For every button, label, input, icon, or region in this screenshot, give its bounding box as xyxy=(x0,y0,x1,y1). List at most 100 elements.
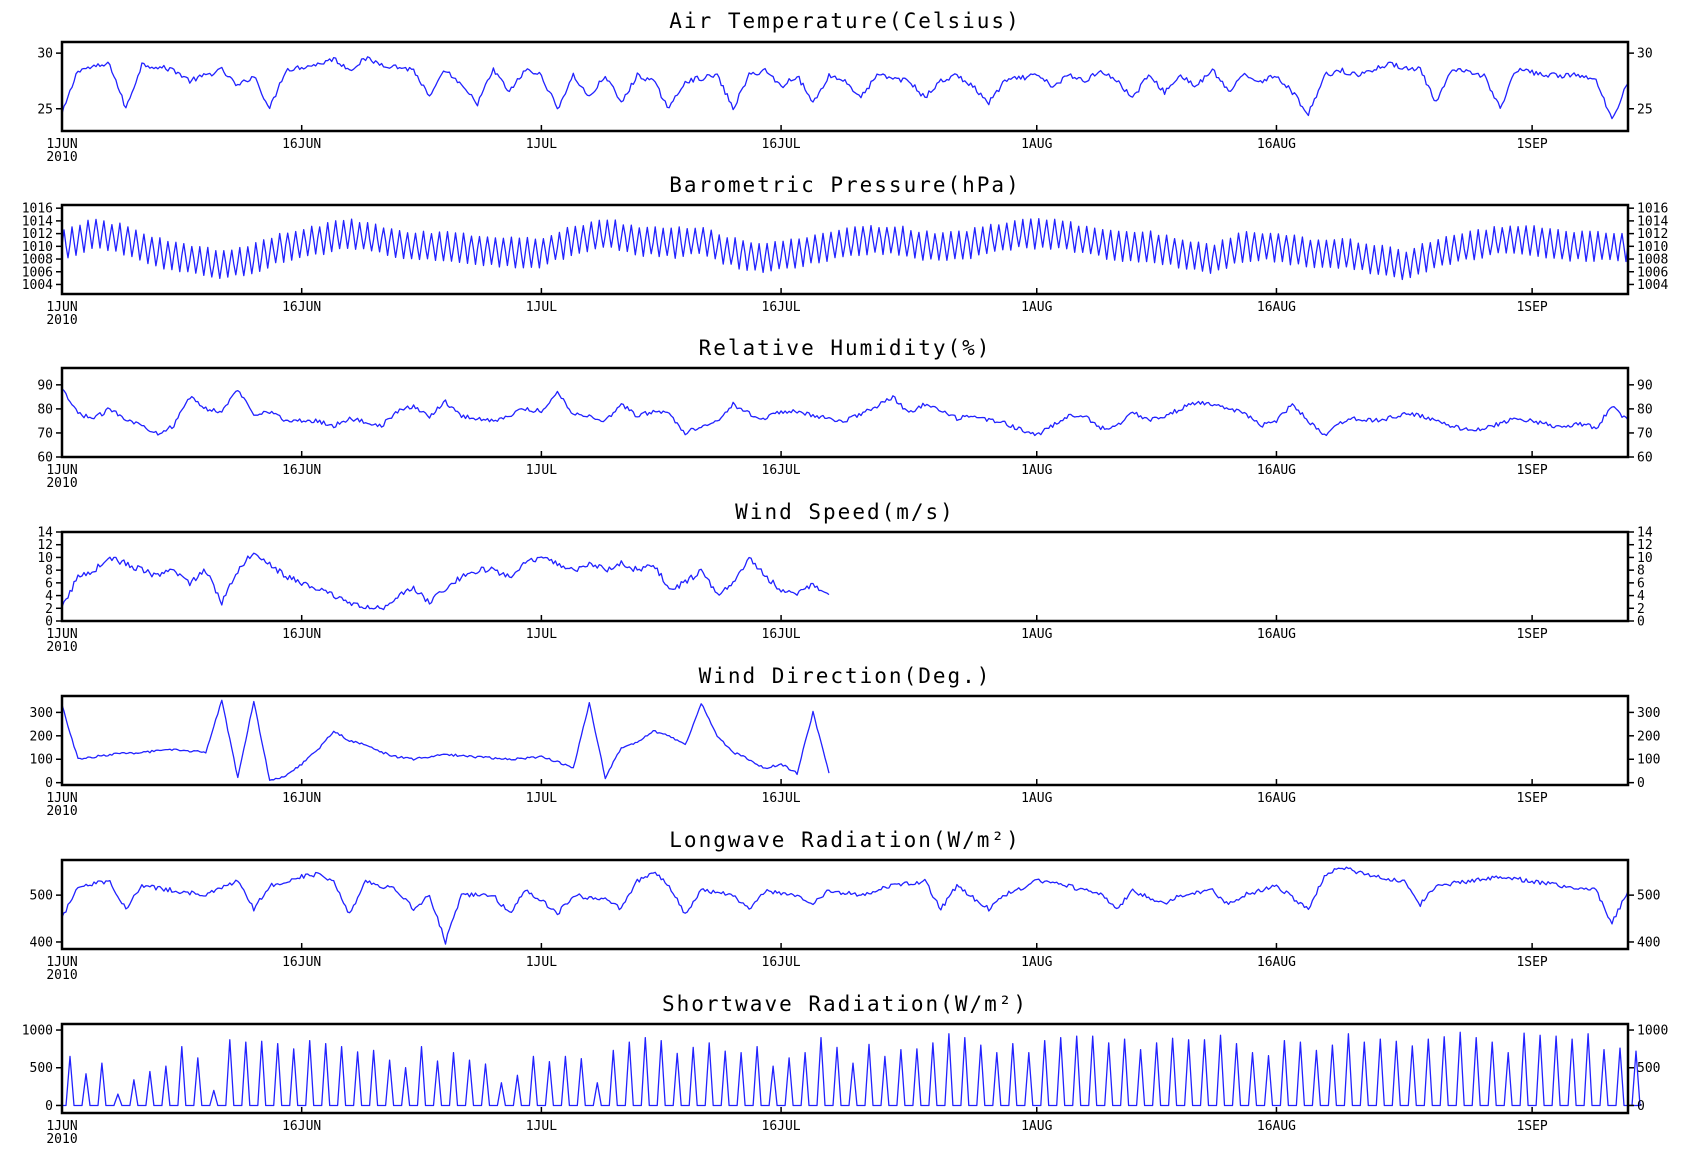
longwave-radiation-xtick-label: 1JUN xyxy=(46,955,77,970)
relative-humidity-ytick-label-left: 70 xyxy=(37,426,53,441)
wind-speed-ytick-label-right: 14 xyxy=(1637,526,1653,541)
wind-speed-xtick-label: 16AUG xyxy=(1257,627,1296,642)
barometric-pressure-title: Barometric Pressure(hPa) xyxy=(669,173,1020,197)
barometric-pressure-xtick-label: 16JUL xyxy=(762,300,801,315)
wind-speed-xtick-label: 1SEP xyxy=(1516,627,1547,642)
air-temperature-ytick-label-left: 30 xyxy=(37,47,53,62)
longwave-radiation-ytick-label-right: 400 xyxy=(1637,935,1660,950)
relative-humidity-panel: Relative Humidity(%) 60 60 70 70 80 80 90 90 1JUN… xyxy=(37,336,1652,491)
wind-direction-xtick-label: 16AUG xyxy=(1257,791,1296,806)
wind-direction-xtick-label: 16JUL xyxy=(762,791,801,806)
barometric-pressure-ytick-label-left: 1016 xyxy=(22,202,53,217)
wind-speed-plot-frame xyxy=(60,530,1630,623)
longwave-radiation-xtick-year: 2010 xyxy=(46,968,77,983)
relative-humidity-xtick-label: 1SEP xyxy=(1516,463,1547,478)
wind-speed-xtick-label: 16JUN xyxy=(282,627,321,642)
relative-humidity-series-line xyxy=(61,388,1629,437)
relative-humidity-ytick-label-left: 90 xyxy=(37,378,53,393)
wind-direction-xtick-year: 2010 xyxy=(46,804,77,819)
air-temperature-xtick-label: 1SEP xyxy=(1516,137,1547,152)
wind-direction-ytick-label-right: 0 xyxy=(1637,776,1645,791)
shortwave-radiation-xtick-label: 16AUG xyxy=(1257,1119,1296,1134)
barometric-pressure-xtick-label: 16AUG xyxy=(1257,300,1296,315)
air-temperature-xtick-label: 16JUN xyxy=(282,137,321,152)
longwave-radiation-series-line xyxy=(61,866,1629,945)
relative-humidity-ytick-label-right: 80 xyxy=(1637,402,1653,417)
wind-direction-xtick-label: 1JUL xyxy=(526,791,557,806)
relative-humidity-ytick-label-right: 70 xyxy=(1637,426,1653,441)
barometric-pressure-ytick-label-left: 1004 xyxy=(22,278,53,293)
wind-speed-xtick-label: 1AUG xyxy=(1021,627,1052,642)
relative-humidity-ytick-label-right: 90 xyxy=(1637,378,1653,393)
air-temperature-series-line xyxy=(61,56,1629,120)
barometric-pressure-plot-frame xyxy=(60,203,1630,296)
wind-direction-xtick-label: 16JUN xyxy=(282,791,321,806)
relative-humidity-plot-frame xyxy=(60,366,1630,459)
air-temperature-ytick-label-left: 25 xyxy=(37,102,53,117)
longwave-radiation-xtick-label: 16JUL xyxy=(762,955,801,970)
wind-speed-series-line xyxy=(61,552,830,611)
shortwave-radiation-series-line xyxy=(62,1031,1641,1107)
wind-speed-xtick-label: 1JUN xyxy=(46,627,77,642)
shortwave-radiation-ytick-label-left: 1000 xyxy=(22,1024,53,1039)
relative-humidity-title: Relative Humidity(%) xyxy=(699,336,992,360)
wind-speed-ytick-label-right: 4 xyxy=(1637,589,1645,604)
barometric-pressure-xtick-label: 1AUG xyxy=(1021,300,1052,315)
wind-speed-xtick-label: 16JUL xyxy=(762,627,801,642)
air-temperature-xtick-year: 2010 xyxy=(46,150,77,165)
longwave-radiation-xtick-label: 16JUN xyxy=(282,955,321,970)
shortwave-radiation-xtick-year: 2010 xyxy=(46,1132,77,1147)
air-temperature-xtick-label: 1AUG xyxy=(1021,137,1052,152)
wind-speed-ytick-label-left: 6 xyxy=(45,576,53,591)
air-temperature-xtick-label: 1JUL xyxy=(526,137,557,152)
relative-humidity-xtick-year: 2010 xyxy=(46,476,77,491)
barometric-pressure-ytick-label-left: 1010 xyxy=(22,240,53,255)
shortwave-radiation-xtick-label: 1AUG xyxy=(1021,1119,1052,1134)
wind-speed-ytick-label-right: 2 xyxy=(1637,602,1645,617)
wind-direction-ytick-label-right: 300 xyxy=(1637,706,1660,721)
wind-speed-xtick-year: 2010 xyxy=(46,640,77,655)
wind-speed-ytick-label-right: 10 xyxy=(1637,551,1653,566)
wind-speed-ytick-label-left: 0 xyxy=(45,615,53,630)
barometric-pressure-series-line xyxy=(61,218,1629,281)
shortwave-radiation-xtick-label: 1JUN xyxy=(46,1119,77,1134)
relative-humidity-xtick-label: 16JUL xyxy=(762,463,801,478)
wind-direction-series-line xyxy=(61,699,830,781)
air-temperature-xtick-label: 16JUL xyxy=(762,137,801,152)
wind-speed-ytick-label-left: 10 xyxy=(37,551,53,566)
barometric-pressure-ytick-label-right: 1010 xyxy=(1637,240,1668,255)
shortwave-radiation-panel: Shortwave Radiation(W/m²) 0 0 500 500 1000 100… xyxy=(22,992,1669,1147)
shortwave-radiation-ytick-label-left: 0 xyxy=(45,1099,53,1114)
wind-direction-plot-frame xyxy=(60,694,1630,787)
wind-speed-xtick-label: 1JUL xyxy=(526,627,557,642)
wind-speed-ytick-label-right: 8 xyxy=(1637,564,1645,579)
longwave-radiation-xtick-label: 16AUG xyxy=(1257,955,1296,970)
barometric-pressure-xtick-label: 1JUL xyxy=(526,300,557,315)
shortwave-radiation-title: Shortwave Radiation(W/m²) xyxy=(662,992,1028,1016)
barometric-pressure-xtick-label: 1SEP xyxy=(1516,300,1547,315)
barometric-pressure-ytick-label-right: 1014 xyxy=(1637,214,1668,229)
air-temperature-ytick-label-right: 30 xyxy=(1637,47,1653,62)
wind-direction-xtick-label: 1SEP xyxy=(1516,791,1547,806)
barometric-pressure-xtick-label: 16JUN xyxy=(282,300,321,315)
wind-speed-ytick-label-left: 8 xyxy=(45,564,53,579)
wind-direction-xtick-label: 1AUG xyxy=(1021,791,1052,806)
wind-speed-title: Wind Speed(m/s) xyxy=(735,500,955,524)
wind-direction-ytick-label-left: 200 xyxy=(30,729,53,744)
wind-direction-panel: Wind Direction(Deg.) 0 0 100 100 200 200 300 300… xyxy=(30,664,1661,819)
longwave-radiation-xtick-label: 1JUL xyxy=(526,955,557,970)
relative-humidity-xtick-label: 16JUN xyxy=(282,463,321,478)
barometric-pressure-ytick-label-left: 1006 xyxy=(22,265,53,280)
air-temperature-title: Air Temperature(Celsius) xyxy=(669,9,1020,33)
shortwave-radiation-xtick-label: 16JUL xyxy=(762,1119,801,1134)
relative-humidity-xtick-label: 1AUG xyxy=(1021,463,1052,478)
longwave-radiation-panel: Longwave Radiation(W/m²) 400 400 500 500 1JUN… xyxy=(30,828,1661,983)
relative-humidity-ytick-label-left: 80 xyxy=(37,402,53,417)
barometric-pressure-ytick-label-right: 1012 xyxy=(1637,227,1668,242)
longwave-radiation-xtick-label: 1SEP xyxy=(1516,955,1547,970)
barometric-pressure-ytick-label-left: 1014 xyxy=(22,214,53,229)
shortwave-radiation-xtick-label: 1SEP xyxy=(1516,1119,1547,1134)
shortwave-radiation-xtick-label: 16JUN xyxy=(282,1119,321,1134)
